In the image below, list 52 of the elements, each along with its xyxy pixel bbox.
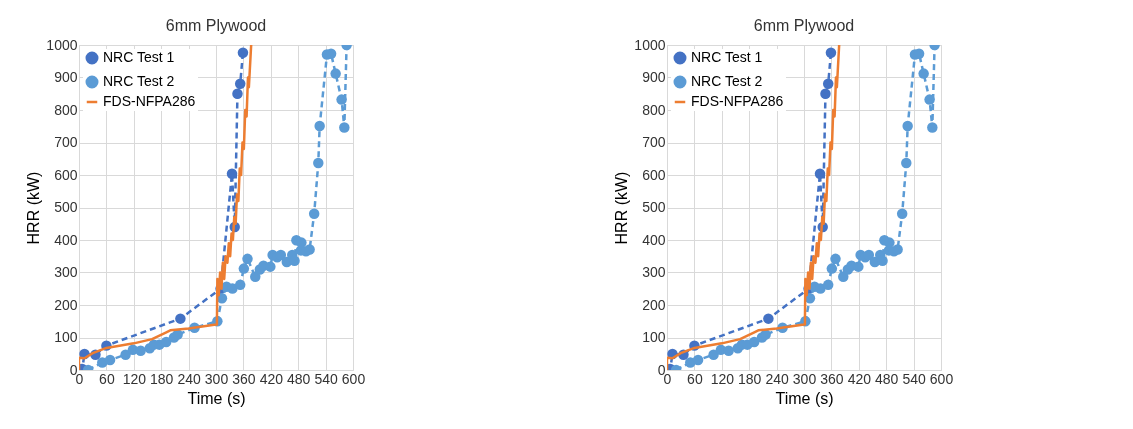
legend-label: NRC Test 1 [103, 49, 175, 65]
y-axis-title: HRR (kW) [25, 171, 43, 245]
y-tick-label: 900 [54, 69, 78, 85]
y-tick-label: 600 [54, 166, 78, 183]
x-tick-label: 180 [150, 370, 174, 387]
y-tick-label: 1000 [46, 36, 78, 53]
x-tick-label: 300 [204, 370, 229, 387]
x-tick-label: 480 [287, 370, 311, 387]
x-tick-label: 540 [902, 370, 926, 387]
y-tick-label: 600 [642, 166, 666, 183]
x-tick-label: 540 [314, 370, 338, 387]
y-tick-label: 500 [54, 199, 78, 215]
y-tick-label: 400 [54, 231, 78, 248]
y-tick-label: 800 [642, 101, 666, 118]
y-tick-label: 300 [642, 264, 666, 280]
x-tick-label: 360 [820, 370, 844, 387]
y-tick-label: 100 [642, 329, 666, 345]
legend-label: NRC Test 2 [103, 73, 175, 89]
x-tick-label: 120 [122, 370, 147, 387]
x-axis-title: Time (s) [187, 389, 246, 407]
x-tick-label: 300 [792, 370, 817, 387]
y-tick-label: 800 [54, 101, 78, 118]
x-tick-label: 600 [341, 370, 366, 387]
y-tick-label: 900 [642, 69, 666, 85]
legend-label: NRC Test 1 [691, 49, 763, 65]
y-tick-label: 400 [642, 231, 666, 248]
x-tick-label: 360 [232, 370, 256, 387]
x-tick-label: 480 [875, 370, 899, 387]
x-axis-title: Time (s) [775, 389, 834, 407]
y-tick-label: 300 [54, 264, 78, 280]
x-tick-label: 600 [929, 370, 954, 387]
x-tick-label: 180 [738, 370, 762, 387]
x-tick-label: 60 [99, 370, 115, 387]
x-tick-label: 240 [177, 370, 201, 387]
x-tick-label: 420 [259, 370, 284, 387]
y-tick-label: 100 [54, 329, 78, 345]
legend-label: FDS-NFPA286 [103, 93, 196, 109]
legend-label: NRC Test 2 [691, 73, 763, 89]
x-tick-label: 420 [847, 370, 872, 387]
y-axis-title: HRR (kW) [613, 171, 631, 245]
y-tick-label: 700 [54, 134, 78, 150]
y-tick-label: 500 [642, 199, 666, 215]
chart-title: 6mm Plywood [753, 17, 855, 34]
y-tick-label: 700 [642, 134, 666, 150]
x-tick-label: 240 [765, 370, 789, 387]
x-tick-label: 60 [687, 370, 703, 387]
chart-title: 6mm Plywood [165, 17, 267, 34]
y-tick-label: 1000 [634, 36, 666, 53]
y-tick-label: 200 [54, 296, 78, 313]
x-tick-label: 120 [710, 370, 735, 387]
y-tick-label: 200 [642, 296, 666, 313]
legend-label: FDS-NFPA286 [691, 93, 784, 109]
